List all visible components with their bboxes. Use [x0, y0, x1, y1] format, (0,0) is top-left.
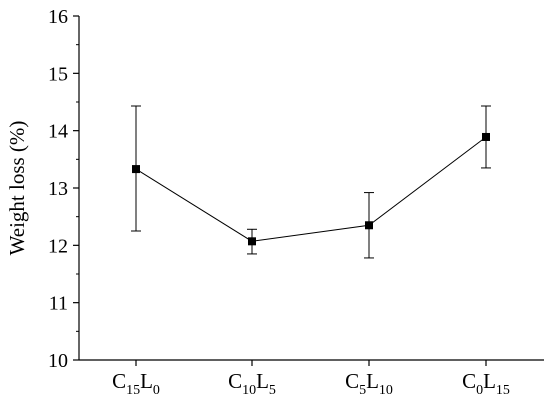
y-tick-label: 14 — [48, 121, 68, 143]
data-point — [248, 237, 256, 246]
x-tick-label: C10L5 — [228, 369, 276, 398]
y-tick-label: 15 — [48, 63, 68, 85]
plot-area: 10 11 12 13 14 15 16 C15L0 C10L5 C5L10 C0L15 — [48, 6, 544, 398]
data-point — [132, 165, 140, 174]
x-tick-label: C0L15 — [462, 369, 510, 398]
y-tick-label: 11 — [49, 293, 68, 315]
y-tick-label: 13 — [48, 178, 68, 200]
data-point — [482, 132, 490, 141]
x-tick-label: C5L10 — [345, 369, 393, 398]
y-tick-label: 16 — [48, 6, 68, 28]
y-axis-label: Weight loss (%) — [5, 121, 29, 256]
y-tick-label: 10 — [48, 350, 68, 372]
y-tick-label: 12 — [48, 235, 68, 257]
x-tick-label: C15L0 — [112, 369, 160, 398]
series-line — [135, 136, 487, 242]
data-point — [365, 221, 373, 230]
